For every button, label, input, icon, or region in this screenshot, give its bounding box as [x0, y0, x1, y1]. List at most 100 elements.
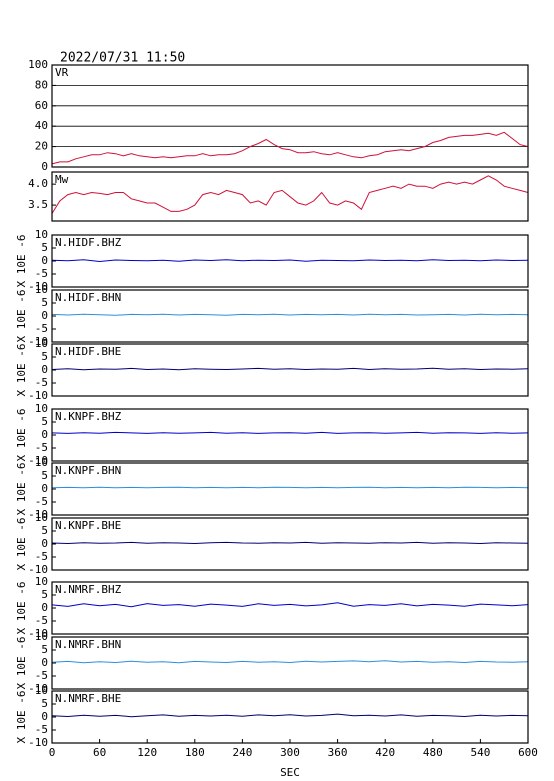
y-tick-label: 0: [41, 537, 48, 550]
panel-frame: [51, 289, 529, 343]
x-tick-label: 240: [232, 746, 252, 759]
y-tick-label: 0: [41, 656, 48, 669]
panel-frame: [51, 171, 529, 222]
panel-frame: [51, 234, 529, 288]
y-axis-label: X 10E -6: [15, 463, 28, 516]
y-tick-label: 5: [41, 241, 48, 254]
y-tick-label: 5: [41, 350, 48, 363]
y-tick-label: 0: [41, 710, 48, 723]
y-tick-label: 20: [35, 140, 48, 153]
panel-label: N.KNPF.BHZ: [55, 410, 122, 423]
panel-frame: [51, 343, 529, 397]
y-tick-label: 0: [41, 482, 48, 495]
y-tick-label: -10: [28, 627, 48, 640]
y-tick-label: -5: [35, 376, 48, 389]
panel-label: N.HIDF.BHN: [55, 291, 121, 304]
trace-line: [51, 602, 529, 608]
y-tick-label: 80: [35, 78, 48, 91]
y-tick-label: 40: [35, 119, 48, 132]
y-tick-label: 0: [41, 428, 48, 441]
panel-frame: [51, 517, 529, 571]
y-axis-label: X 10E -6: [15, 691, 28, 744]
panel-frame: [51, 408, 529, 462]
panel-label: N.NMRF.BHE: [55, 692, 121, 705]
y-tick-label: -5: [35, 550, 48, 563]
trace-line: [51, 313, 529, 316]
x-tick-label: 480: [423, 746, 443, 759]
y-tick-label: -5: [35, 322, 48, 335]
y-tick-label: -10: [28, 280, 48, 293]
panel-frame: [51, 462, 529, 516]
y-tick-label: 60: [35, 99, 48, 112]
panel-label: N.KNPF.BHN: [55, 464, 121, 477]
y-axis-label: X 10E -6: [15, 235, 28, 288]
x-tick-label: 180: [185, 746, 205, 759]
trace-line: [51, 175, 529, 214]
y-tick-label: -10: [28, 508, 48, 521]
y-axis-label: X 10E -6: [15, 582, 28, 635]
y-tick-label: 5: [41, 588, 48, 601]
y-tick-label: -5: [35, 669, 48, 682]
trace-line: [51, 713, 529, 718]
y-tick-label: 10: [35, 630, 48, 643]
x-tick-label: 300: [280, 746, 300, 759]
panel-label: N.KNPF.BHE: [55, 519, 121, 532]
panel-label: N.HIDF.BHE: [55, 345, 121, 358]
y-tick-label: -5: [35, 441, 48, 454]
y-tick-label: 5: [41, 469, 48, 482]
x-tick-label: 540: [470, 746, 490, 759]
panel-frame: [51, 581, 529, 635]
panel-frame: [51, 636, 529, 690]
panel-label: N.NMRF.BHN: [55, 638, 121, 651]
y-tick-label: -5: [35, 267, 48, 280]
y-tick-label: 100: [28, 58, 48, 71]
panel-label: N.NMRF.BHZ: [55, 583, 122, 596]
y-tick-label: 10: [35, 402, 48, 415]
panel-label: VR: [55, 66, 69, 79]
y-tick-label: 10: [35, 228, 48, 241]
trace-line: [51, 367, 529, 371]
y-tick-label: 0: [41, 601, 48, 614]
y-tick-label: 5: [41, 697, 48, 710]
x-tick-label: 420: [375, 746, 395, 759]
y-tick-label: 10: [35, 684, 48, 697]
trace-line: [51, 486, 529, 489]
y-tick-label: 0: [41, 309, 48, 322]
y-axis-label: X 10E -6: [15, 637, 28, 690]
x-tick-label: 120: [137, 746, 157, 759]
y-tick-label: -5: [35, 614, 48, 627]
y-tick-label: 10: [35, 456, 48, 469]
y-tick-label: 5: [41, 415, 48, 428]
trace-line: [51, 131, 529, 165]
y-tick-label: -5: [35, 723, 48, 736]
trace-line: [51, 660, 529, 664]
y-axis-label: X 10E -6: [15, 290, 28, 343]
trace-line: [51, 541, 529, 545]
y-tick-label: 0: [41, 254, 48, 267]
y-axis-label: X 10E -6: [15, 518, 28, 571]
x-tick-label: 0: [49, 746, 56, 759]
panel-frame: [51, 690, 529, 744]
y-tick-label: 3.5: [28, 198, 48, 211]
panel-frame: [51, 64, 529, 168]
trace-line: [51, 259, 529, 263]
x-tick-label: 60: [93, 746, 106, 759]
y-tick-label: -10: [28, 736, 48, 749]
y-tick-label: 5: [41, 296, 48, 309]
y-tick-label: -5: [35, 495, 48, 508]
x-axis-label: SEC: [280, 766, 300, 779]
y-tick-label: 5: [41, 524, 48, 537]
y-tick-label: 0: [41, 160, 48, 173]
y-axis-label: X 10E -6: [15, 344, 28, 397]
y-tick-label: 0: [41, 363, 48, 376]
x-tick-label: 360: [328, 746, 348, 759]
y-tick-label: -10: [28, 389, 48, 402]
y-tick-label: 4.0: [28, 177, 48, 190]
y-tick-label: 10: [35, 575, 48, 588]
y-tick-label: -10: [28, 454, 48, 467]
y-axis-label: X 10E -6: [15, 409, 28, 462]
y-tick-label: 5: [41, 643, 48, 656]
y-tick-label: 10: [35, 337, 48, 350]
panel-label: Mw: [55, 173, 69, 186]
